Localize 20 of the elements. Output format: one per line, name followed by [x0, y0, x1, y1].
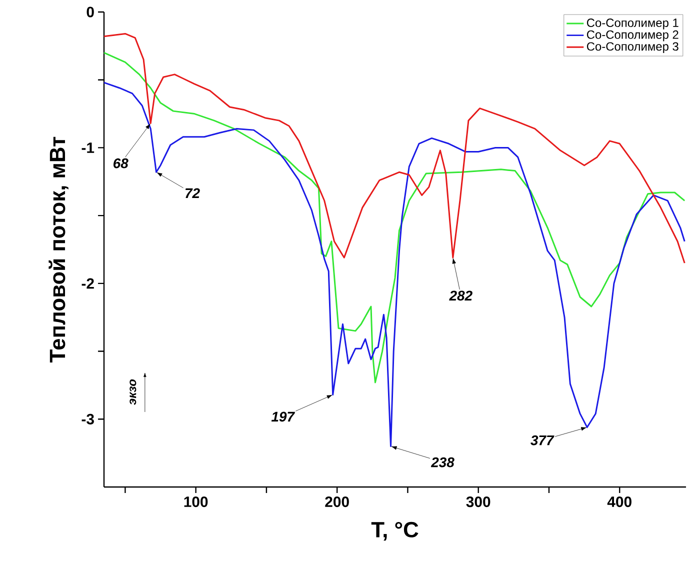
legend-label: Co-Сополимер 1: [586, 18, 678, 30]
x-tick-label: 100: [184, 496, 208, 508]
annotation: 68: [114, 158, 128, 168]
annotation: 72: [185, 188, 200, 198]
y-tick-label: -2: [82, 278, 94, 289]
x-tick-label: 300: [466, 496, 490, 508]
legend-label: Co-Сополимер 3: [586, 42, 678, 54]
annotation: экзо: [130, 379, 136, 405]
x-tick-label: 200: [325, 496, 349, 508]
annotation: 377: [530, 435, 554, 446]
y-axis-title: Тепловой поток, мВт: [48, 136, 68, 362]
x-axis-title: T, °C: [371, 522, 418, 541]
annotation: 238: [430, 457, 454, 468]
annotation: 282: [449, 290, 472, 301]
annotation: 197: [271, 412, 296, 422]
y-tick-label: 0: [86, 6, 94, 18]
y-tick-label: -1: [82, 142, 94, 153]
y-tick-label: -3: [82, 414, 94, 424]
legend-label: Co-Сополимер 2: [586, 30, 678, 42]
x-tick-label: 400: [607, 496, 632, 508]
